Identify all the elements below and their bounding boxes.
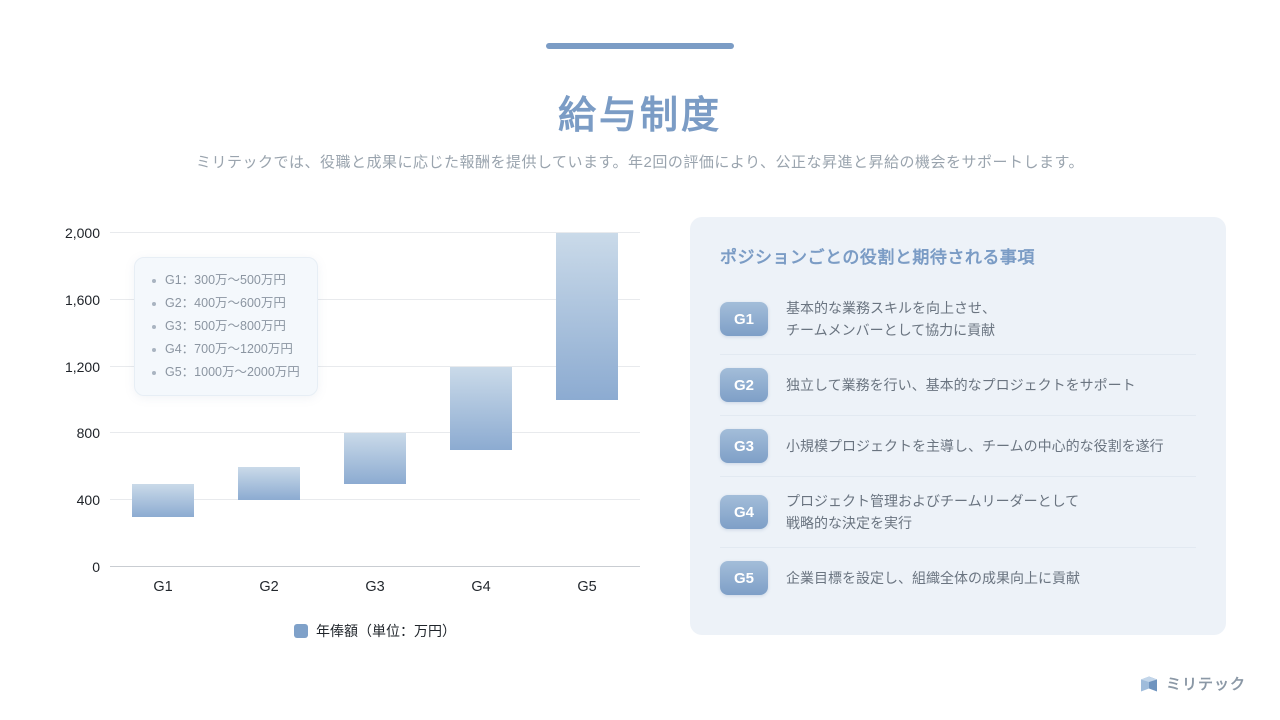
logo-icon	[1140, 676, 1157, 691]
grade-badge: G2	[720, 368, 768, 402]
annotation-item: G4：700万～1200万円	[152, 338, 300, 361]
grade-badge: G1	[720, 302, 768, 336]
gridline	[110, 566, 640, 567]
chart-legend: 年俸額（単位：万円）	[110, 621, 640, 641]
salary-range-bar	[238, 466, 300, 501]
legend-swatch	[294, 624, 308, 638]
role-description-line: 戦略的な決定を実行	[786, 515, 912, 531]
salary-chart: G1：300万～500万円 G2：400万～600万円 G3：500万～800万円 G…	[50, 225, 650, 675]
salary-range-bar	[556, 233, 618, 400]
salary-range-bar	[344, 433, 406, 484]
salary-range-bar	[132, 483, 194, 517]
bullet-dot-icon	[152, 301, 156, 306]
grade-badge: G3	[720, 429, 768, 463]
annotation-item: G1：300万～500万円	[152, 269, 300, 292]
bullet-dot-icon	[152, 370, 156, 375]
y-axis-label: 1,600	[64, 291, 100, 308]
role-description-line: 小規模プロジェクトを主導し、チームの中心的な役割を遂行	[786, 438, 1164, 454]
role-description-line: 基本的な業務スキルを向上させ、	[786, 300, 996, 316]
gridline	[110, 432, 640, 434]
role-description: 独立して業務を行い、基本的なプロジェクトをサポート	[786, 374, 1136, 396]
annotation-item: G5：1000万～2000万円	[152, 361, 300, 384]
role-description-line: プロジェクト管理およびチームリーダーとして	[786, 493, 1080, 509]
panel-title: ポジションごとの役割と期待される事項	[720, 248, 1035, 267]
annotation-text: G2：400万～600万円	[165, 296, 286, 310]
role-description: 小規模プロジェクトを主導し、チームの中心的な役割を遂行	[786, 435, 1164, 457]
x-axis-label: G3	[365, 579, 385, 595]
y-axis-label: 800	[76, 425, 100, 442]
role-row: G5 企業目標を設定し、組織全体の成果向上に貢献	[720, 548, 1196, 608]
accent-bar	[546, 43, 734, 49]
annotation-text: G3：500万～800万円	[165, 319, 286, 333]
role-description: プロジェクト管理およびチームリーダーとして 戦略的な決定を実行	[786, 490, 1079, 534]
y-axis-label: 2,000	[64, 225, 100, 241]
x-axis-label: G1	[153, 579, 173, 595]
y-axis-label: 0	[92, 559, 100, 575]
gridline	[110, 499, 640, 501]
role-description-line: 企業目標を設定し、組織全体の成果向上に貢献	[786, 570, 1080, 586]
role-row: G4 プロジェクト管理およびチームリーダーとして 戦略的な決定を実行	[720, 477, 1196, 548]
role-description-line: チームメンバーとして協力に貢献	[786, 322, 996, 338]
salary-range-bar	[450, 366, 512, 451]
role-description: 基本的な業務スキルを向上させ、 チームメンバーとして協力に貢献	[786, 297, 996, 341]
role-row: G2 独立して業務を行い、基本的なプロジェクトをサポート	[720, 355, 1196, 416]
footer-logo: ミリテック	[1139, 673, 1246, 694]
bullet-dot-icon	[152, 347, 156, 352]
role-description: 企業目標を設定し、組織全体の成果向上に貢献	[786, 567, 1080, 589]
role-row: G1 基本的な業務スキルを向上させ、 チームメンバーとして協力に貢献	[720, 284, 1196, 355]
gridline	[110, 365, 640, 367]
logo-text: ミリテック	[1165, 676, 1246, 693]
roles-panel: ポジションごとの役割と期待される事項 G1 基本的な業務スキルを向上させ、 チームメ…	[690, 217, 1226, 635]
annotation-text: G5：1000万～2000万円	[165, 365, 300, 379]
x-axis-label: G2	[259, 579, 279, 595]
annotation-list: G1：300万～500万円 G2：400万～600万円 G3：500万～800万円 G…	[152, 269, 300, 384]
role-description-line: 独立して業務を行い、基本的なプロジェクトをサポート	[786, 377, 1136, 393]
gridline	[110, 298, 640, 300]
role-row: G3 小規模プロジェクトを主導し、チームの中心的な役割を遂行	[720, 416, 1196, 477]
grade-badge: G4	[720, 495, 768, 529]
annotation-text: G4：700万～1200万円	[165, 342, 293, 356]
salary-range-annotation: G1：300万～500万円 G2：400万～600万円 G3：500万～800万円 G…	[134, 257, 318, 396]
bullet-dot-icon	[152, 278, 156, 283]
y-axis-label: 1,200	[64, 358, 100, 375]
gridline	[110, 232, 640, 233]
plot-area: G1：300万～500万円 G2：400万～600万円 G3：500万～800万円 G…	[65, 225, 640, 595]
bullet-dot-icon	[152, 324, 156, 329]
y-axis-label: 400	[76, 492, 100, 509]
legend-label: 年俸額（単位：万円）	[316, 623, 456, 639]
page-title: 給与制度	[557, 95, 722, 137]
annotation-item: G2：400万～600万円	[152, 292, 300, 315]
subtitle: ミリテックでは、役職と成果に応じた報酬を提供しています。年2回の評価により、公正…	[196, 154, 1084, 171]
panel-rows: G1 基本的な業務スキルを向上させ、 チームメンバーとして協力に貢献 G2 独立して業務…	[720, 284, 1196, 608]
x-axis-label: G4	[471, 579, 491, 595]
x-axis-label: G5	[577, 579, 597, 595]
annotation-text: G1：300万～500万円	[165, 273, 286, 287]
grade-badge: G5	[720, 561, 768, 595]
annotation-item: G3：500万～800万円	[152, 315, 300, 338]
